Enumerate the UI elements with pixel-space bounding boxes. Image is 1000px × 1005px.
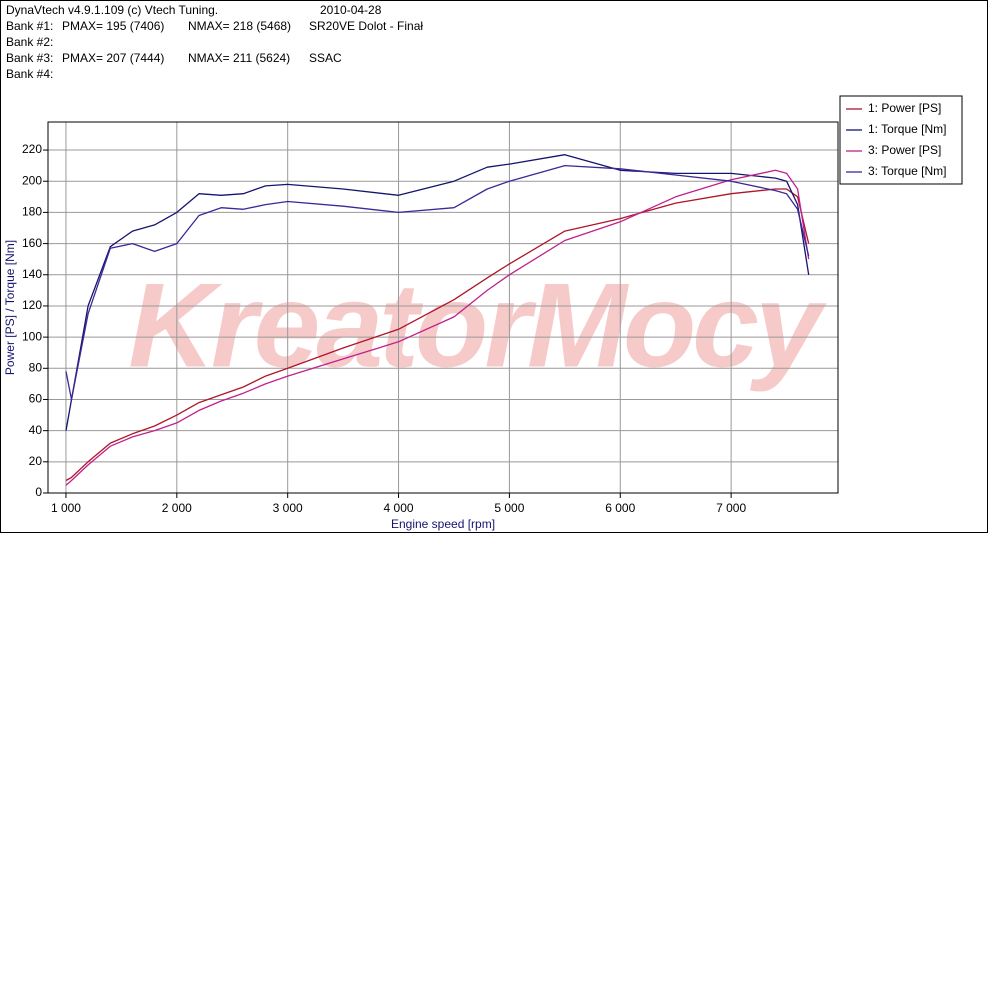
- series-line: [65, 164, 810, 401]
- y-tick-label: 180: [22, 205, 42, 219]
- bank-pmax: PMAX= 195 (7406): [62, 19, 164, 33]
- x-tick-label: 4 000: [384, 501, 414, 515]
- y-tick-label: 20: [29, 454, 43, 468]
- x-tick-label: 7 000: [716, 501, 746, 515]
- bank-label: Bank #3:: [6, 51, 53, 65]
- y-tick-label: 140: [22, 267, 42, 281]
- plot-border: [47, 121, 839, 494]
- bank-pmax: PMAX= 207 (7444): [62, 51, 164, 65]
- watermark: KreatorMocy: [128, 259, 827, 393]
- legend-label: 1: Power [PS]: [868, 101, 941, 115]
- date: 2010-04-28: [320, 3, 382, 17]
- y-axis-label: Power [PS] / Torque [Nm]: [3, 240, 17, 375]
- legend-label: 1: Torque [Nm]: [868, 122, 946, 136]
- software: DynaVtech v4.9.1.109 (c) Vtech Tuning.: [6, 3, 218, 17]
- y-tick-label: 0: [35, 485, 42, 499]
- y-tick-label: 220: [22, 142, 42, 156]
- series-line: [65, 169, 810, 486]
- x-tick-label: 3 000: [273, 501, 303, 515]
- legend-label: 3: Torque [Nm]: [868, 164, 946, 178]
- y-tick-label: 200: [22, 173, 42, 187]
- x-tick-label: 2 000: [162, 501, 192, 515]
- bank-label: Bank #1:: [6, 19, 53, 33]
- x-axis-label: Engine speed [rpm]: [391, 517, 495, 531]
- legend-box: [839, 95, 963, 185]
- series-line: [65, 154, 810, 431]
- bank-label: Bank #4:: [6, 67, 53, 81]
- y-tick-label: 80: [29, 360, 43, 374]
- bank-name: SR20VE Dolot - Finał: [309, 19, 423, 33]
- legend-label: 3: Power [PS]: [868, 143, 941, 157]
- y-tick-label: 120: [22, 298, 42, 312]
- legend: 1: Power [PS] 1: Torque [Nm] 3: Power [PS]…: [839, 95, 963, 185]
- plot: KreatorMocy 0 20 40 60 80 100 120 140 160 180 200 22…: [3, 121, 839, 531]
- y-tick-label: 60: [29, 392, 43, 406]
- bank-nmax: NMAX= 211 (5624): [188, 51, 290, 65]
- x-tick-label: 5 000: [494, 501, 524, 515]
- bank-name: SSAC: [309, 51, 342, 65]
- bank-label: Bank #2:: [6, 35, 53, 49]
- series-line: [65, 188, 810, 482]
- y-tick-label: 160: [22, 236, 42, 250]
- y-tick-label: 40: [29, 423, 43, 437]
- x-tick-label: 6 000: [605, 501, 635, 515]
- y-tick-label: 100: [22, 329, 42, 343]
- bank-nmax: NMAX= 218 (5468): [188, 19, 291, 33]
- x-tick-label: 1 000: [51, 501, 81, 515]
- banks: Bank #1: PMAX= 195 (7406) NMAX= 218 (5468)…: [6, 19, 423, 81]
